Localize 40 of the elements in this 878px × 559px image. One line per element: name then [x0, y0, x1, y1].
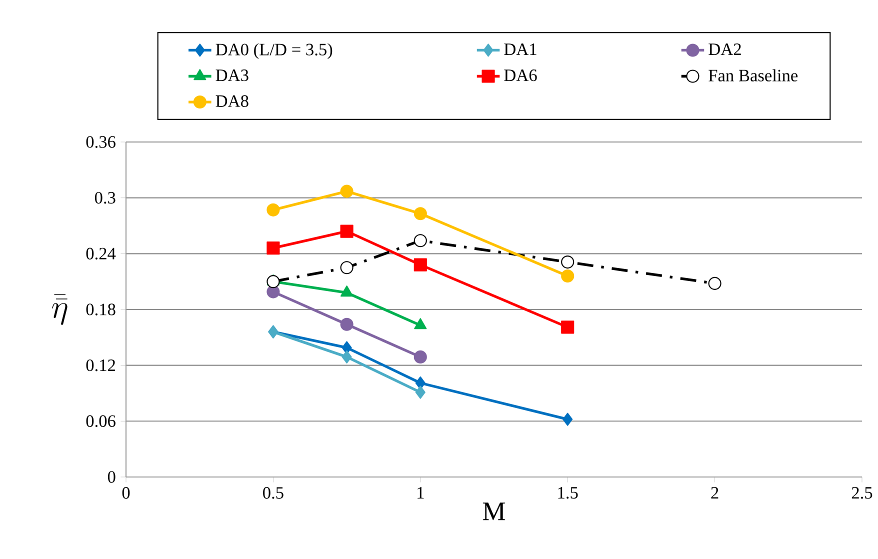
- point: [414, 350, 427, 364]
- y-tick-label: 0.12: [86, 359, 116, 372]
- x-tick-label: 2.5: [852, 487, 872, 499]
- y-tick-label: 0.18: [86, 304, 116, 316]
- x-tick-label: 2: [711, 487, 718, 499]
- x-tick-label: 0.5: [263, 487, 284, 499]
- point: [342, 350, 352, 364]
- legend-label: DA1: [504, 44, 536, 55]
- point: [562, 412, 573, 426]
- point: [561, 320, 574, 334]
- point: [340, 224, 354, 238]
- point: [266, 275, 280, 288]
- legend-label: DA8: [216, 95, 248, 107]
- point: [266, 203, 280, 216]
- legend-label: DA3: [216, 70, 248, 82]
- point: [415, 386, 426, 399]
- point: [340, 261, 354, 274]
- x-axis-title: M: [482, 502, 506, 520]
- y-tick-label: 0.06: [86, 415, 116, 428]
- legend-label: DA2: [708, 43, 741, 56]
- x-tick-label: 1.5: [558, 487, 578, 499]
- point: [415, 376, 426, 390]
- point: [342, 341, 352, 354]
- point: [414, 258, 427, 272]
- x-tick-label: 0: [122, 487, 130, 499]
- point: [266, 242, 280, 255]
- point: [414, 234, 427, 248]
- point: [414, 207, 427, 220]
- y-tick-label: 0: [108, 471, 116, 483]
- point: [340, 184, 354, 198]
- y-tick-label: 0.36: [86, 136, 116, 148]
- point: [561, 269, 574, 283]
- x-tick-label: 1: [418, 487, 424, 498]
- y-tick-label: 0.3: [94, 192, 116, 204]
- legend-label: Fan Baseline: [708, 69, 798, 82]
- legend-label: DA0 (L/D = 3.5): [216, 43, 332, 59]
- point: [340, 318, 354, 331]
- legend-label: DA6: [504, 70, 537, 82]
- y-axis-title: $\bar{\bar{\eta}}$: [52, 294, 68, 325]
- y-tick-label: 0.24: [86, 248, 116, 260]
